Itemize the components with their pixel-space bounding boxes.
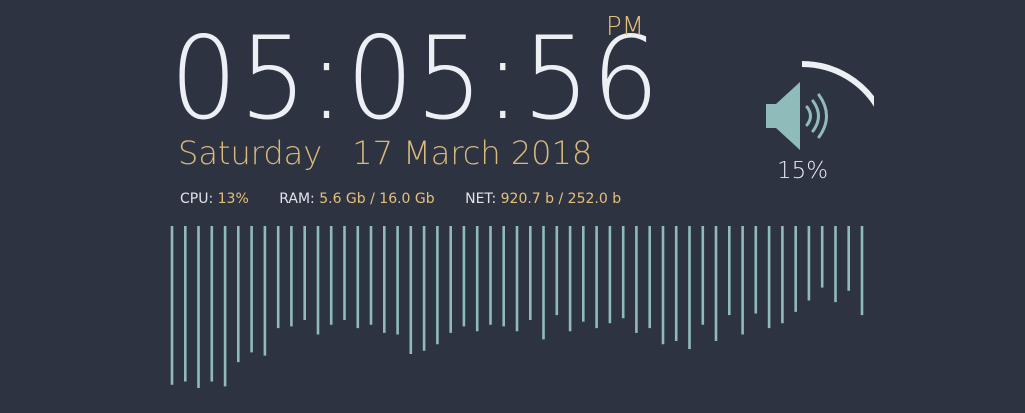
ram-stat: RAM: 5.6 Gb / 16.0 Gb	[279, 192, 434, 206]
volume-percent: 15%	[777, 158, 829, 184]
system-stats: CPU: 13% RAM: 5.6 Gb / 16.0 Gb NET: 920.…	[180, 192, 678, 206]
speaker-icon[interactable]	[766, 82, 828, 150]
clock-ampm: PM	[606, 12, 645, 42]
date-row: Saturday 17 March 2018	[178, 137, 592, 169]
net-stat: NET: 920.7 b / 252.0 b	[465, 192, 621, 206]
clock-day: Saturday	[178, 134, 323, 172]
clock-date: 17 March 2018	[352, 134, 593, 172]
ram-label: RAM:	[279, 192, 315, 206]
volume-arc[interactable]	[801, 61, 874, 111]
net-value: 920.7 b / 252.0 b	[500, 192, 622, 206]
cpu-label: CPU:	[180, 192, 214, 206]
ram-value: 5.6 Gb / 16.0 Gb	[319, 192, 435, 206]
net-label: NET:	[465, 192, 497, 206]
cpu-value: 13%	[217, 192, 249, 206]
cpu-stat: CPU: 13%	[180, 192, 249, 206]
volume-control[interactable]	[754, 52, 874, 192]
clock-time: 05:05:56	[170, 12, 662, 145]
